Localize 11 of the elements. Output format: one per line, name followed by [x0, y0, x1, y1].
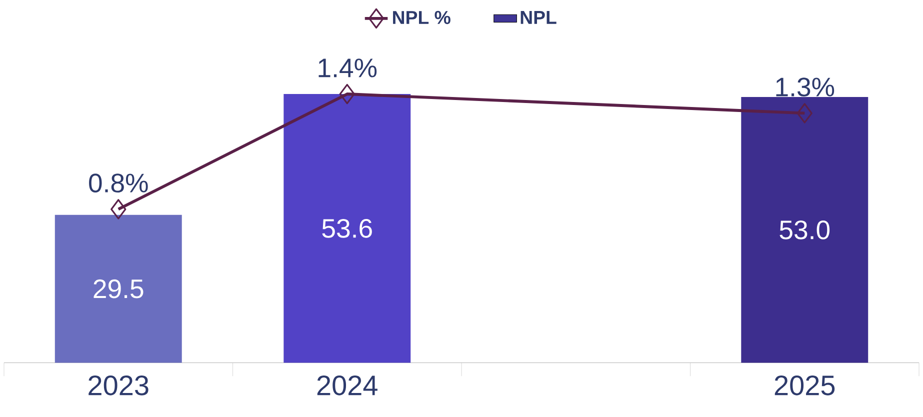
x-tick-label: 2025 [774, 375, 835, 396]
x-tick-label: 2024 [317, 375, 378, 396]
data-label: 53.0 [780, 220, 830, 240]
legend-label: NPL % [393, 10, 450, 24]
data-label: 1.4% [318, 58, 377, 78]
data-label: 53.6 [322, 218, 372, 238]
data-label: 29.5 [94, 279, 144, 298]
x-tick-label: 2023 [88, 375, 148, 396]
legend-label: NPL [520, 10, 556, 24]
data-label: 0.8% [89, 173, 148, 192]
data-label: 1.3% [776, 77, 834, 96]
